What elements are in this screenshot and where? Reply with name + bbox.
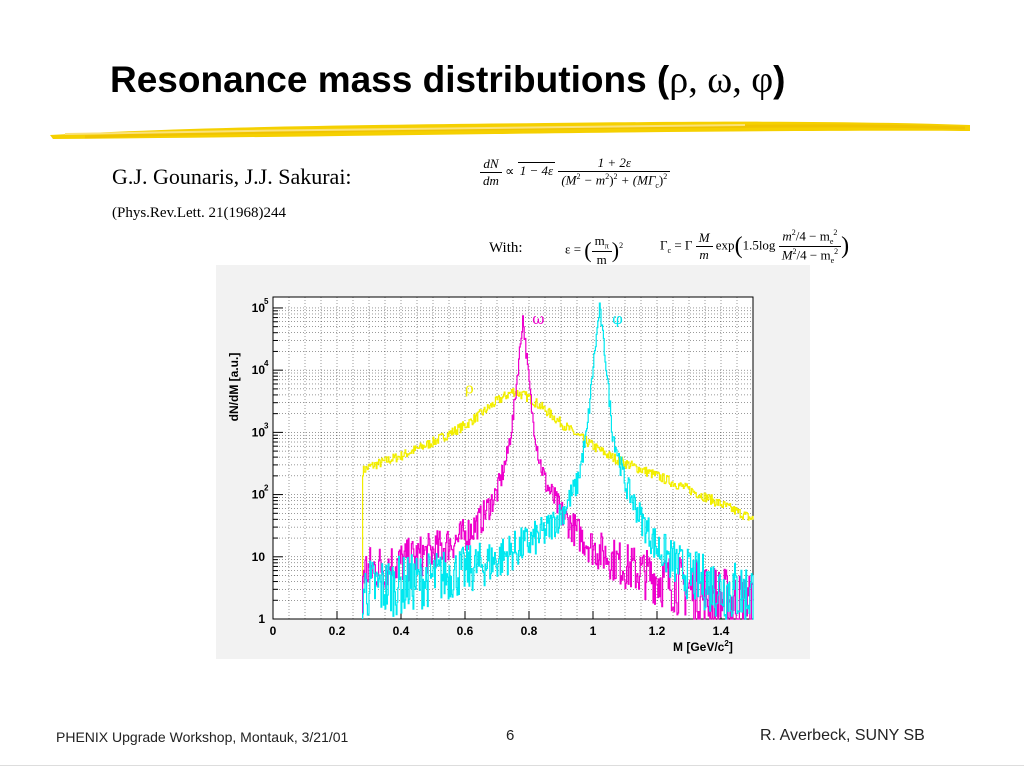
x-tick-label: 0.6 <box>457 624 474 638</box>
y-tick-label: 10 <box>252 301 266 315</box>
title-greek-symbols: ρ, ω, φ <box>669 59 774 101</box>
y-tick-exponent: 5 <box>264 297 269 306</box>
series-line <box>362 302 754 620</box>
author-citation: G.J. Gounaris, J.J. Sakurai: <box>112 164 352 189</box>
x-tick-label: 1.4 <box>713 624 730 638</box>
with-label: With: <box>489 240 523 256</box>
y-tick-label: 10 <box>252 488 266 502</box>
slide-title: Resonance mass distributions (ρ, ω, φ) <box>110 59 786 101</box>
main-formula: dN dm ∝ 1 − 4ε 1 + 2ε (M2 − m2)2 + (MΓc)2 <box>480 155 671 190</box>
y-tick-label: 10 <box>252 425 266 439</box>
y-tick-label: 10 <box>252 363 266 377</box>
bottom-divider <box>0 765 1024 766</box>
mass-distribution-plot: 0 0.2 0.4 0.6 0.8 1 1.2 1.4 1 10 10 2 10 3 10 4 10 5 ρ ω φ M … <box>216 265 810 659</box>
y-tick-label: 1 <box>258 612 265 626</box>
page-number: 6 <box>506 727 515 744</box>
x-tick-label: 0.4 <box>393 624 410 638</box>
reference-citation: (Phys.Rev.Lett. 21(1968)244 <box>112 205 287 221</box>
series-line <box>362 388 754 619</box>
series-label-rho: ρ <box>465 380 474 398</box>
series-rho <box>362 388 754 619</box>
x-tick-label: 0.2 <box>329 624 346 638</box>
x-tick-label: 0.8 <box>521 624 538 638</box>
y-tick-exponent: 3 <box>264 421 269 430</box>
series-label-omega: ω <box>532 310 544 328</box>
x-tick-label: 1.2 <box>649 624 666 638</box>
y-tick-label: 10 <box>252 550 266 564</box>
x-tick-label: 0 <box>270 624 277 638</box>
series-omega <box>362 315 754 620</box>
footer-author: R. Averbeck, SUNY SB <box>760 727 925 744</box>
x-tick-label: 1 <box>590 624 597 638</box>
series-label-phi: φ <box>612 310 623 328</box>
yellow-brush-stroke <box>50 121 970 139</box>
epsilon-formula: ε = (mπ m)2 <box>565 233 624 267</box>
y-tick-exponent: 2 <box>264 484 269 493</box>
series-phi <box>362 302 754 620</box>
x-axis-label: M [GeV/c2] <box>673 639 733 654</box>
y-tick-exponent: 4 <box>264 359 269 368</box>
series-line <box>362 315 754 620</box>
footer-workshop: PHENIX Upgrade Workshop, Montauk, 3/21/0… <box>56 729 349 745</box>
y-axis-label: dN/dM [a.u.] <box>227 353 241 422</box>
